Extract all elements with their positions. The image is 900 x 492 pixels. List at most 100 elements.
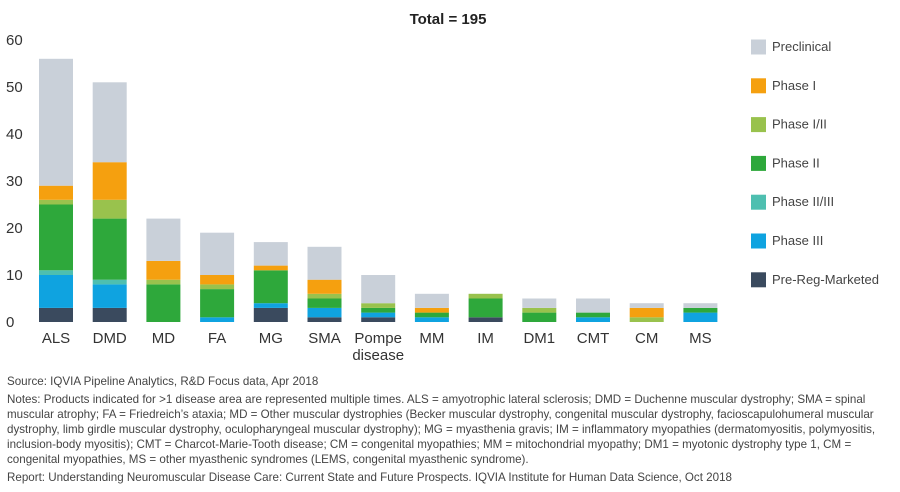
bar-segment-preclinical (39, 58, 73, 186)
y-axis: 0 10 20 30 40 50 60 (6, 32, 23, 331)
legend-swatch (751, 78, 766, 94)
bar-segment-preclinical (414, 293, 449, 308)
stacked-bar-chart: Total = 195 0 10 20 30 40 50 60 ALS DMD MD FA MG SM… (6, 11, 879, 364)
legend-label: Phase III (772, 233, 823, 248)
x-axis: ALS DMD MD FA MG SMA Pompe disease MM IM DM1 CMT CM M… (42, 330, 712, 364)
x-tick-label: DM1 (523, 330, 555, 347)
legend-label: Phase II (772, 155, 820, 170)
bar-segment-phase-ii-iii (92, 279, 127, 285)
bar-segment-phase-i-ii (361, 303, 396, 308)
y-tick-label: 60 (6, 32, 23, 49)
bar-segment-phase-ii (146, 284, 181, 322)
legend-swatch (751, 155, 766, 171)
legend-label: Pre-Reg-Marketed (772, 272, 879, 287)
bars (39, 58, 718, 322)
bar-segment-preclinical (576, 298, 610, 313)
legend-label: Preclinical (772, 39, 831, 54)
y-tick-label: 40 (6, 126, 23, 143)
y-tick-label: 50 (6, 79, 23, 96)
y-tick-label: 20 (6, 220, 23, 237)
bar-segment-preclinical (629, 303, 664, 308)
bar-segment-phase-i (307, 279, 342, 294)
bar-segment-phase-i-ii (522, 307, 557, 313)
bar-segment-phase-i (92, 162, 127, 200)
x-tick-label: Pompe disease (352, 330, 404, 364)
legend-swatch (751, 117, 766, 133)
chart-title: Total = 195 (410, 11, 487, 28)
x-tick-label: FA (208, 330, 226, 347)
x-tick-label: MM (419, 330, 444, 347)
bar-segment-phase-i (146, 260, 181, 280)
bar-segment-pre-reg-marketed (253, 307, 288, 322)
bar-segment-preclinical (146, 218, 181, 261)
bar-segment-phase-ii (92, 218, 127, 280)
bar-segment-pre-reg-marketed (468, 317, 503, 322)
legend-label: Phase II/III (772, 194, 834, 209)
bar-segment-phase-iii (683, 312, 718, 322)
bar-segment-phase-i-ii (146, 279, 181, 285)
x-tick-label: MS (689, 330, 712, 347)
bar-segment-phase-i-ii (200, 284, 235, 290)
x-tick-label: ALS (42, 330, 70, 347)
bar-segment-phase-i (253, 265, 288, 271)
x-tick-label: MD (152, 330, 175, 347)
legend-swatch (751, 39, 766, 55)
bar-segment-preclinical (253, 242, 288, 266)
bar-segment-phase-ii (468, 298, 503, 318)
bar-segment-phase-ii (307, 298, 342, 308)
notes-text: Notes: Products indicated for >1 disease… (7, 393, 876, 466)
bar-segment-phase-iii (414, 317, 449, 322)
bar-segment-phase-iii (39, 275, 73, 308)
bar-segment-phase-i (200, 275, 235, 285)
bar-segment-preclinical (92, 82, 127, 163)
bar-segment-phase-ii (253, 270, 288, 304)
y-tick-label: 30 (6, 173, 23, 190)
bar-segment-pre-reg-marketed (92, 307, 127, 322)
bar-segment-pre-reg-marketed (307, 317, 342, 322)
source-note: Source: IQVIA Pipeline Analytics, R&D Fo… (7, 375, 319, 388)
bar-segment-phase-i (39, 185, 73, 200)
bar-segment-pre-reg-marketed (361, 317, 396, 322)
x-tick-label: MG (259, 330, 283, 347)
y-tick-label: 0 (6, 314, 14, 331)
legend-swatch (751, 194, 766, 210)
legend-swatch (751, 233, 766, 249)
bar-segment-phase-ii (522, 312, 557, 322)
bar-segment-phase-i (414, 307, 449, 313)
bar-segment-preclinical (522, 298, 557, 308)
bar-segment-phase-i-ii (468, 293, 503, 299)
bar-segment-preclinical (683, 303, 718, 308)
bar-segment-phase-i (629, 307, 664, 318)
bar-segment-phase-iii (576, 317, 610, 322)
bar-segment-phase-ii (576, 312, 610, 318)
bar-segment-phase-iii (253, 303, 288, 308)
bar-segment-phase-ii (683, 307, 718, 313)
legend-label: Phase I (772, 78, 816, 93)
bar-segment-phase-ii (39, 204, 73, 271)
x-tick-label: CM (635, 330, 658, 347)
bar-segment-phase-iii (361, 312, 396, 318)
x-tick-label: SMA (308, 330, 341, 347)
bar-segment-phase-ii (414, 312, 449, 318)
y-tick-label: 10 (6, 267, 23, 284)
bar-segment-pre-reg-marketed (39, 307, 73, 322)
legend-swatch (751, 272, 766, 288)
x-tick-label: DMD (93, 330, 127, 347)
bar-segment-phase-ii (200, 289, 235, 318)
bar-segment-phase-i-ii (39, 199, 73, 205)
bar-segment-phase-i-ii (629, 317, 664, 322)
bar-segment-phase-ii-iii (39, 270, 73, 275)
bar-segment-preclinical (361, 275, 396, 304)
bar-segment-preclinical (307, 246, 342, 280)
bar-segment-phase-i-ii (307, 293, 342, 299)
x-tick-label: IM (477, 330, 494, 347)
bar-segment-preclinical (200, 232, 235, 275)
bar-segment-phase-iii (307, 307, 342, 318)
legend-label: Phase I/II (772, 117, 827, 132)
x-tick-label: CMT (577, 330, 610, 347)
bar-segment-phase-iii (200, 317, 235, 322)
legend: Preclinical Phase I Phase I/II Phase II Phas… (751, 39, 879, 288)
bar-segment-phase-iii (92, 284, 127, 308)
bar-segment-phase-i-ii (92, 199, 127, 219)
report-note: Report: Understanding Neuromuscular Dise… (7, 471, 732, 484)
